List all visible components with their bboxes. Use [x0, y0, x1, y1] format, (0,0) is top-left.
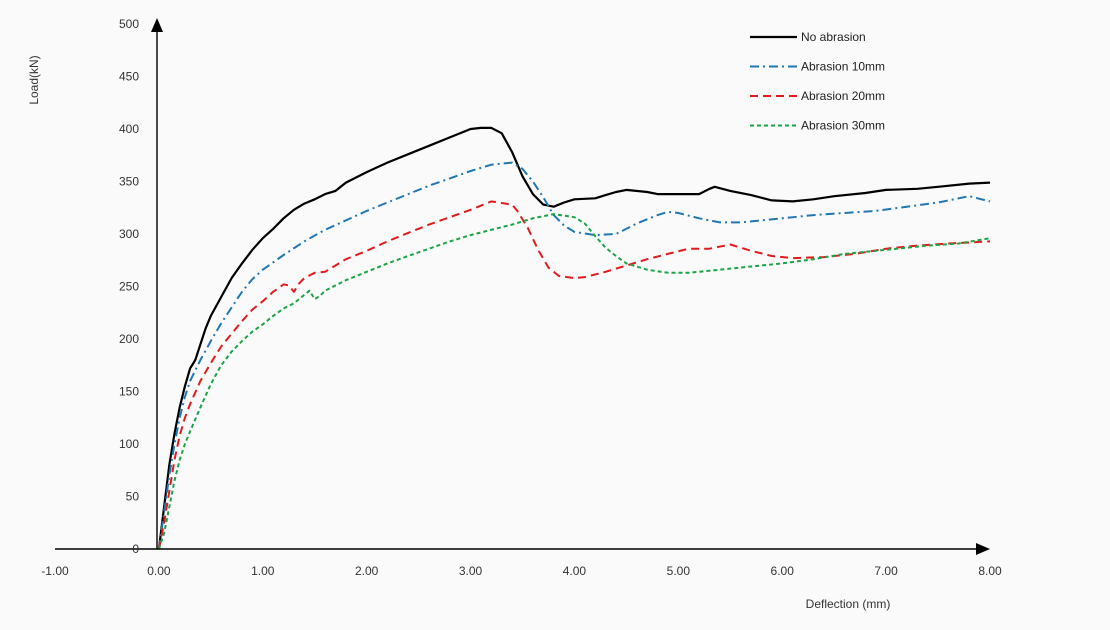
- y-tick-label: 0: [132, 542, 139, 556]
- y-axis-title: Load(kN): [27, 55, 41, 104]
- series-line-3: [157, 200, 991, 550]
- x-tick-label: 4.00: [563, 564, 587, 578]
- y-tick-labels: 0 50 100 150 200 250 300 350 400 450 500: [119, 17, 139, 556]
- x-tick-label: 6.00: [771, 564, 795, 578]
- legend: No abrasion Abrasion 10mm Abrasion 20mm Abr…: [750, 30, 885, 133]
- y-tick-label: 500: [119, 17, 139, 31]
- series-line-4: [157, 213, 991, 550]
- legend-item-4: Abrasion 30mm: [750, 119, 885, 133]
- x-tick-label: -1.00: [41, 564, 69, 578]
- x-axis-title: Deflection (mm): [806, 597, 891, 611]
- legend-item-2: Abrasion 10mm: [750, 60, 885, 74]
- series-line-2: [157, 161, 991, 550]
- y-tick-label: 150: [119, 385, 139, 399]
- x-tick-label: 2.00: [355, 564, 379, 578]
- y-tick-label: 100: [119, 437, 139, 451]
- legend-label: Abrasion 20mm: [801, 89, 885, 103]
- x-tick-labels: -1.00 0.00 1.00 2.00 3.00 4.00 5.00 6.00 7.00 8.0…: [41, 564, 1002, 578]
- x-tick-label: 3.00: [459, 564, 483, 578]
- x-tick-label: 8.00: [978, 564, 1002, 578]
- x-tick-label: 0.00: [147, 564, 171, 578]
- y-tick-label: 450: [119, 70, 139, 84]
- legend-item-1: No abrasion: [750, 30, 866, 44]
- series-line-1: [157, 126, 991, 550]
- y-tick-label: 250: [119, 280, 139, 294]
- y-tick-label: 50: [126, 490, 140, 504]
- series-lines: [157, 126, 991, 550]
- x-tick-label: 7.00: [874, 564, 898, 578]
- legend-label: Abrasion 30mm: [801, 119, 885, 133]
- legend-item-3: Abrasion 20mm: [750, 89, 885, 103]
- legend-label: No abrasion: [801, 30, 866, 44]
- y-tick-label: 300: [119, 227, 139, 241]
- x-axis-arrow: [976, 543, 990, 555]
- y-tick-label: 400: [119, 122, 139, 136]
- y-tick-label: 350: [119, 175, 139, 189]
- y-axis-arrow: [151, 18, 163, 32]
- x-tick-label: 5.00: [667, 564, 691, 578]
- axes: [55, 18, 990, 555]
- x-tick-label: 1.00: [251, 564, 275, 578]
- y-tick-label: 200: [119, 332, 139, 346]
- legend-label: Abrasion 10mm: [801, 60, 885, 74]
